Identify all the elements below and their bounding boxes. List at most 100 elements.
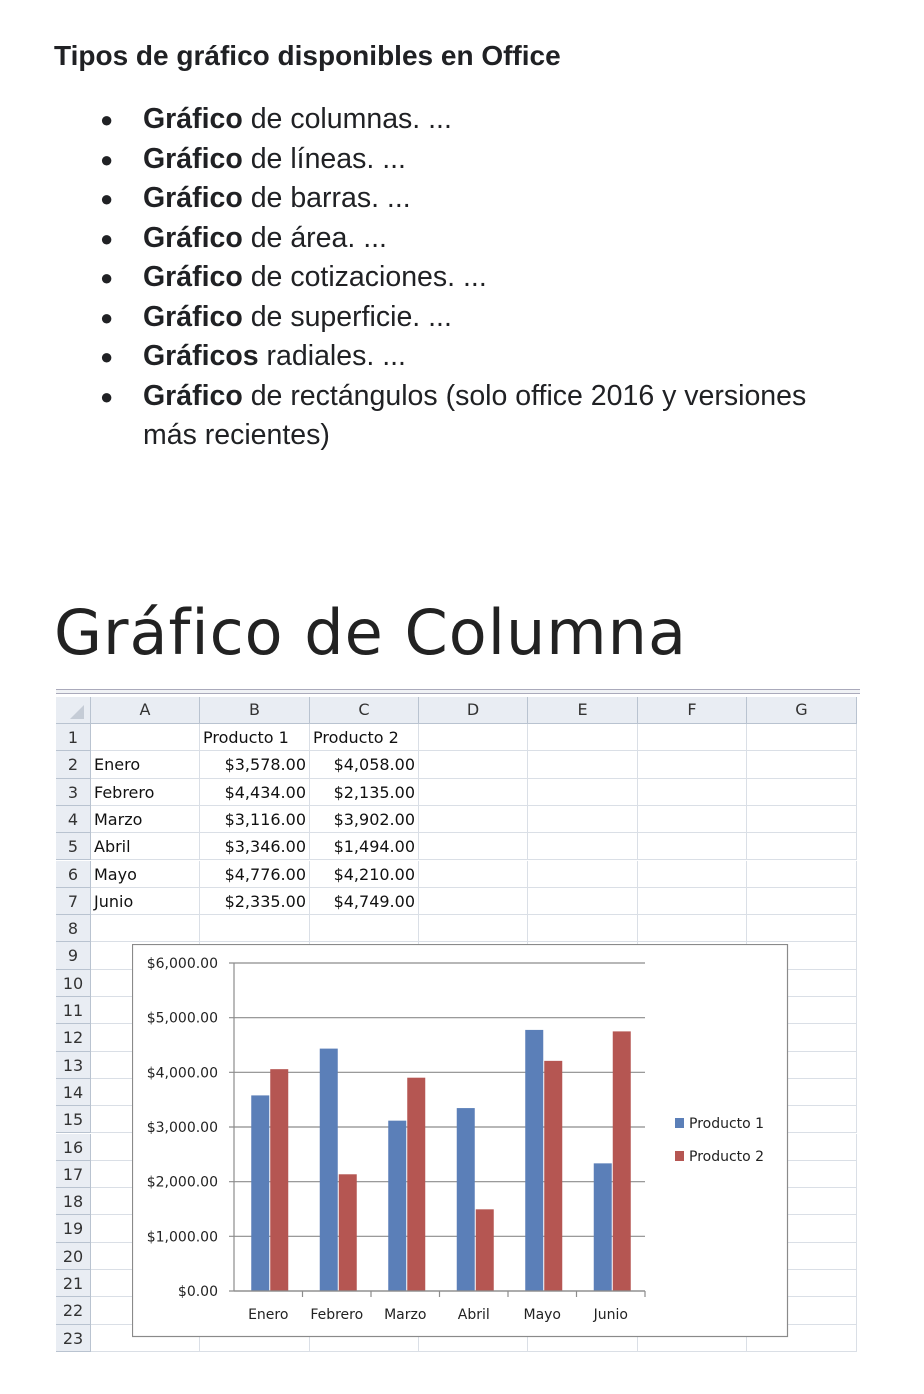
column-header-b[interactable]: B [200,697,310,724]
cell[interactable] [638,751,747,779]
cell[interactable] [638,833,747,861]
row-header[interactable]: 11 [56,997,91,1025]
cell[interactable]: $1,494.00 [310,833,419,861]
cell[interactable] [747,1188,857,1216]
cell[interactable] [419,724,528,752]
cell[interactable]: Mayo [91,860,200,888]
cell[interactable]: Producto 2 [310,724,419,752]
row-header[interactable]: 19 [56,1215,91,1243]
cell[interactable] [638,724,747,752]
cell[interactable] [91,724,200,752]
cell[interactable] [747,1297,857,1325]
cell[interactable] [91,1324,200,1352]
cell[interactable] [638,805,747,834]
cell[interactable]: $3,116.00 [200,805,310,834]
cell[interactable] [638,915,747,943]
row-header[interactable]: 7 [56,887,91,916]
cell[interactable] [419,915,528,943]
row-header[interactable]: 21 [56,1270,91,1298]
cell[interactable] [419,778,528,806]
cell[interactable]: Abril [91,833,200,861]
row-header[interactable]: 12 [56,1024,91,1052]
cell[interactable]: $4,434.00 [200,778,310,806]
cell[interactable]: $4,776.00 [200,860,310,888]
column-header-a[interactable]: A [91,697,200,724]
cell[interactable]: $2,135.00 [310,778,419,806]
cell[interactable] [419,1324,528,1352]
bar-producto-1-junio[interactable] [593,1163,612,1291]
cell[interactable] [747,860,857,888]
cell[interactable] [638,778,747,806]
cell[interactable] [310,915,419,943]
row-header[interactable]: 8 [56,915,91,943]
cell[interactable] [528,1324,638,1352]
cell[interactable] [528,860,638,888]
row-header[interactable]: 5 [56,833,91,861]
column-header-e[interactable]: E [528,697,638,724]
cell[interactable] [747,1051,857,1079]
cell[interactable] [747,1024,857,1052]
bar-producto-1-marzo[interactable] [388,1120,407,1291]
cell[interactable] [419,805,528,834]
cell[interactable] [638,1324,747,1352]
row-header[interactable]: 9 [56,942,91,970]
cell[interactable] [747,969,857,997]
cell[interactable] [419,833,528,861]
cell[interactable]: Marzo [91,805,200,834]
cell[interactable] [638,860,747,888]
cell[interactable] [747,915,857,943]
bar-producto-2-enero[interactable] [270,1069,289,1291]
cell[interactable] [419,751,528,779]
cell[interactable]: $3,346.00 [200,833,310,861]
cell[interactable] [747,1242,857,1270]
cell[interactable] [747,1106,857,1134]
column-chart[interactable]: $0.00 $1,000.00 $2,000.00 $3,000.00 $4,000.0… [131,943,789,1338]
cell[interactable] [528,915,638,943]
cell[interactable] [747,1078,857,1107]
cell[interactable] [528,751,638,779]
row-header[interactable]: 16 [56,1133,91,1161]
bar-producto-2-abril[interactable] [475,1209,494,1291]
bar-producto-1-mayo[interactable] [525,1029,544,1291]
row-header[interactable]: 13 [56,1051,91,1079]
cell[interactable] [747,751,857,779]
cell[interactable] [200,1324,310,1352]
row-header[interactable]: 17 [56,1160,91,1189]
bar-producto-2-febrero[interactable] [338,1174,357,1291]
bar-producto-2-junio[interactable] [612,1031,631,1291]
cell[interactable] [528,833,638,861]
row-header[interactable]: 15 [56,1106,91,1134]
cell[interactable] [747,1160,857,1189]
cell[interactable] [528,778,638,806]
bar-producto-1-abril[interactable] [456,1108,475,1291]
cell[interactable] [91,915,200,943]
cell[interactable] [310,1324,419,1352]
cell[interactable] [528,805,638,834]
select-all-corner[interactable] [56,697,91,724]
cell[interactable] [419,860,528,888]
row-header[interactable]: 6 [56,860,91,888]
cell[interactable]: $4,058.00 [310,751,419,779]
row-header[interactable]: 14 [56,1078,91,1107]
cell[interactable] [747,1133,857,1161]
cell[interactable] [528,724,638,752]
cell[interactable]: Producto 1 [200,724,310,752]
row-header[interactable]: 2 [56,751,91,779]
cell[interactable]: Enero [91,751,200,779]
cell[interactable] [200,915,310,943]
cell[interactable] [747,997,857,1025]
cell[interactable] [638,887,747,916]
cell[interactable] [747,778,857,806]
cell[interactable]: Junio [91,887,200,916]
row-header[interactable]: 22 [56,1297,91,1325]
cell[interactable] [747,887,857,916]
cell[interactable] [747,942,857,970]
cell[interactable] [747,1324,857,1352]
cell[interactable] [747,1270,857,1298]
row-header[interactable]: 18 [56,1188,91,1216]
column-header-g[interactable]: G [747,697,857,724]
row-header[interactable]: 1 [56,724,91,752]
cell[interactable] [747,1215,857,1243]
cell[interactable] [528,887,638,916]
cell[interactable]: Febrero [91,778,200,806]
